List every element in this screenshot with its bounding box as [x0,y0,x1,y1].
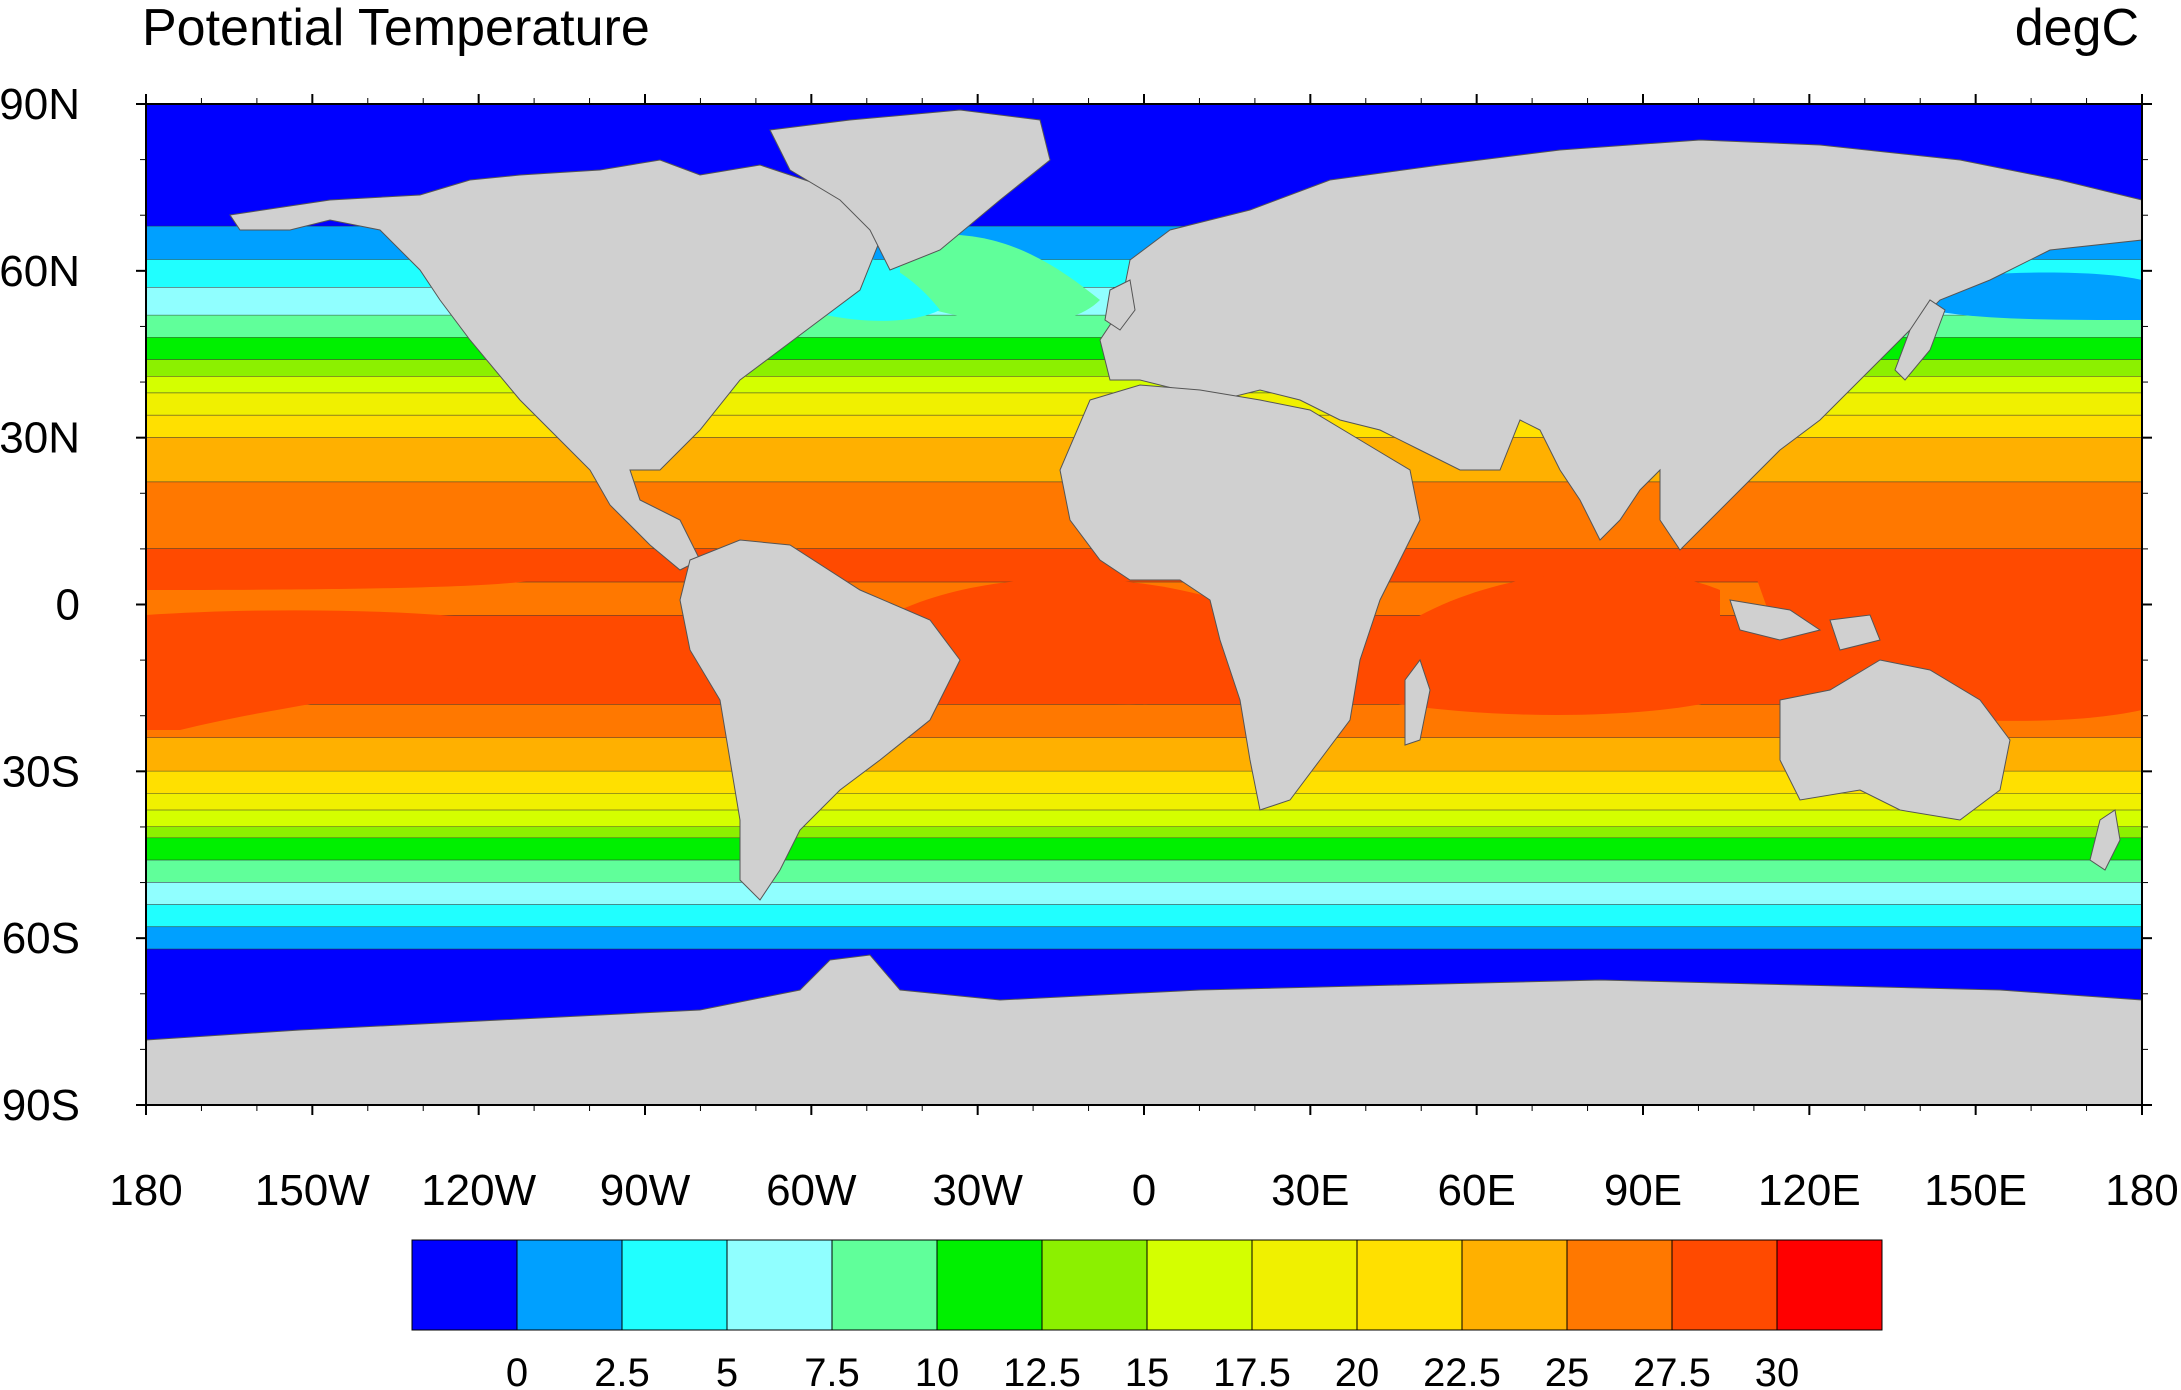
lon-tick-label: 180 [2105,1166,2178,1215]
map-title: Potential Temperature [142,0,650,57]
lat-tick-label: 90S [2,1081,80,1130]
temperature-band [146,826,2142,839]
lon-tick-label: 30E [1271,1166,1349,1215]
colorbar-label: 20 [1335,1351,1380,1390]
land-japan [1894,299,1946,381]
colorbar-swatch [1041,1239,1148,1331]
lat-tick-label: 60S [2,914,80,963]
colorbar-swatch [621,1239,728,1331]
lon-tick-label: 120E [1758,1166,1861,1215]
colorbar-swatch [1671,1239,1778,1331]
colorbar-swatch [831,1239,938,1331]
temperature-band [146,882,2142,905]
warm-pool-pacific-north [146,555,566,590]
land-new-zealand [2089,809,2121,871]
colorbar-label: 10 [915,1351,960,1390]
lon-tick-label: 150E [1924,1166,2027,1215]
colorbar-label: 0 [506,1351,528,1390]
colorbar-label: 25 [1545,1351,1590,1390]
colorbar-swatch [726,1239,833,1331]
colorbar-label: 30 [1755,1351,1800,1390]
cool-kuroshio [1930,272,2142,320]
land-uk [1104,279,1136,331]
land-europe-asia [1099,139,2143,551]
lon-tick-label: 30W [932,1166,1023,1215]
units-label: degC [2014,0,2139,57]
colorbar-swatch [936,1239,1043,1331]
colorbar-label: 17.5 [1213,1351,1291,1390]
colorbar-swatch [516,1239,623,1331]
cool-tongue-gulf [900,234,1100,324]
temperature-band [146,860,2142,883]
temperature-band [146,838,2142,861]
land-south-america [679,539,961,901]
land-africa [1059,384,1421,811]
lon-tick-label: 150W [255,1166,370,1215]
lat-tick-label: 90N [0,80,80,129]
temperature-band [146,904,2142,928]
colorbar-swatch [1566,1239,1673,1331]
colorbar-label: 5 [716,1351,738,1390]
colorbar-swatch [1146,1239,1253,1331]
colorbar-swatch [1356,1239,1463,1331]
colorbar-label: 15 [1125,1351,1170,1390]
warm-pool-atlantic [900,578,1230,705]
lon-tick-label: 180 [109,1166,182,1215]
lat-tick-label: 60N [0,247,80,296]
land-australia [1779,659,2011,821]
land-masses [145,109,2143,1106]
land-north-america [229,159,881,571]
temperature-band [146,927,2142,950]
colorbar: 0 2.5 5 7.5 10 12.5 15 17.5 20 22.5 25 27.5 30 [411,1239,1883,1390]
lon-tick-label: 60E [1438,1166,1516,1215]
lat-tick-label: 30S [2,747,80,796]
colorbar-swatch [411,1239,518,1331]
colorbar-label: 7.5 [804,1351,860,1390]
temperature-band [146,771,2142,794]
lat-tick-label: 30N [0,414,80,463]
colorbar-swatch [1461,1239,1568,1331]
temperature-band [146,810,2142,827]
latitude-axis: 90N 60N 30N 0 30S 60S 90S [0,80,2152,1130]
lon-tick-label: 0 [1132,1166,1156,1215]
warm-pool-indian [1375,571,1720,715]
colorbar-label: 12.5 [1003,1351,1081,1390]
colorbar-swatch [1251,1239,1358,1331]
lat-tick-label: 0 [56,581,80,630]
colorbar-label: 22.5 [1423,1351,1501,1390]
lon-tick-label: 120W [421,1166,536,1215]
colorbar-label: 27.5 [1633,1351,1711,1390]
land-madagascar [1404,658,1431,746]
land-indonesia [1729,599,1881,651]
land-greenland [769,109,1051,271]
longitude-axis: 180 150W 120W 90W 60W 30W 0 30E 60E 90E 120E 150E 18… [109,94,2179,1215]
warm-pool-pacific-south [146,610,620,730]
lon-tick-label: 60W [766,1166,857,1215]
lon-tick-label: 90W [600,1166,691,1215]
lon-tick-label: 90E [1604,1166,1682,1215]
colorbar-label: 2.5 [594,1351,650,1390]
temperature-band [146,793,2142,811]
colorbar-swatch [1776,1239,1883,1331]
